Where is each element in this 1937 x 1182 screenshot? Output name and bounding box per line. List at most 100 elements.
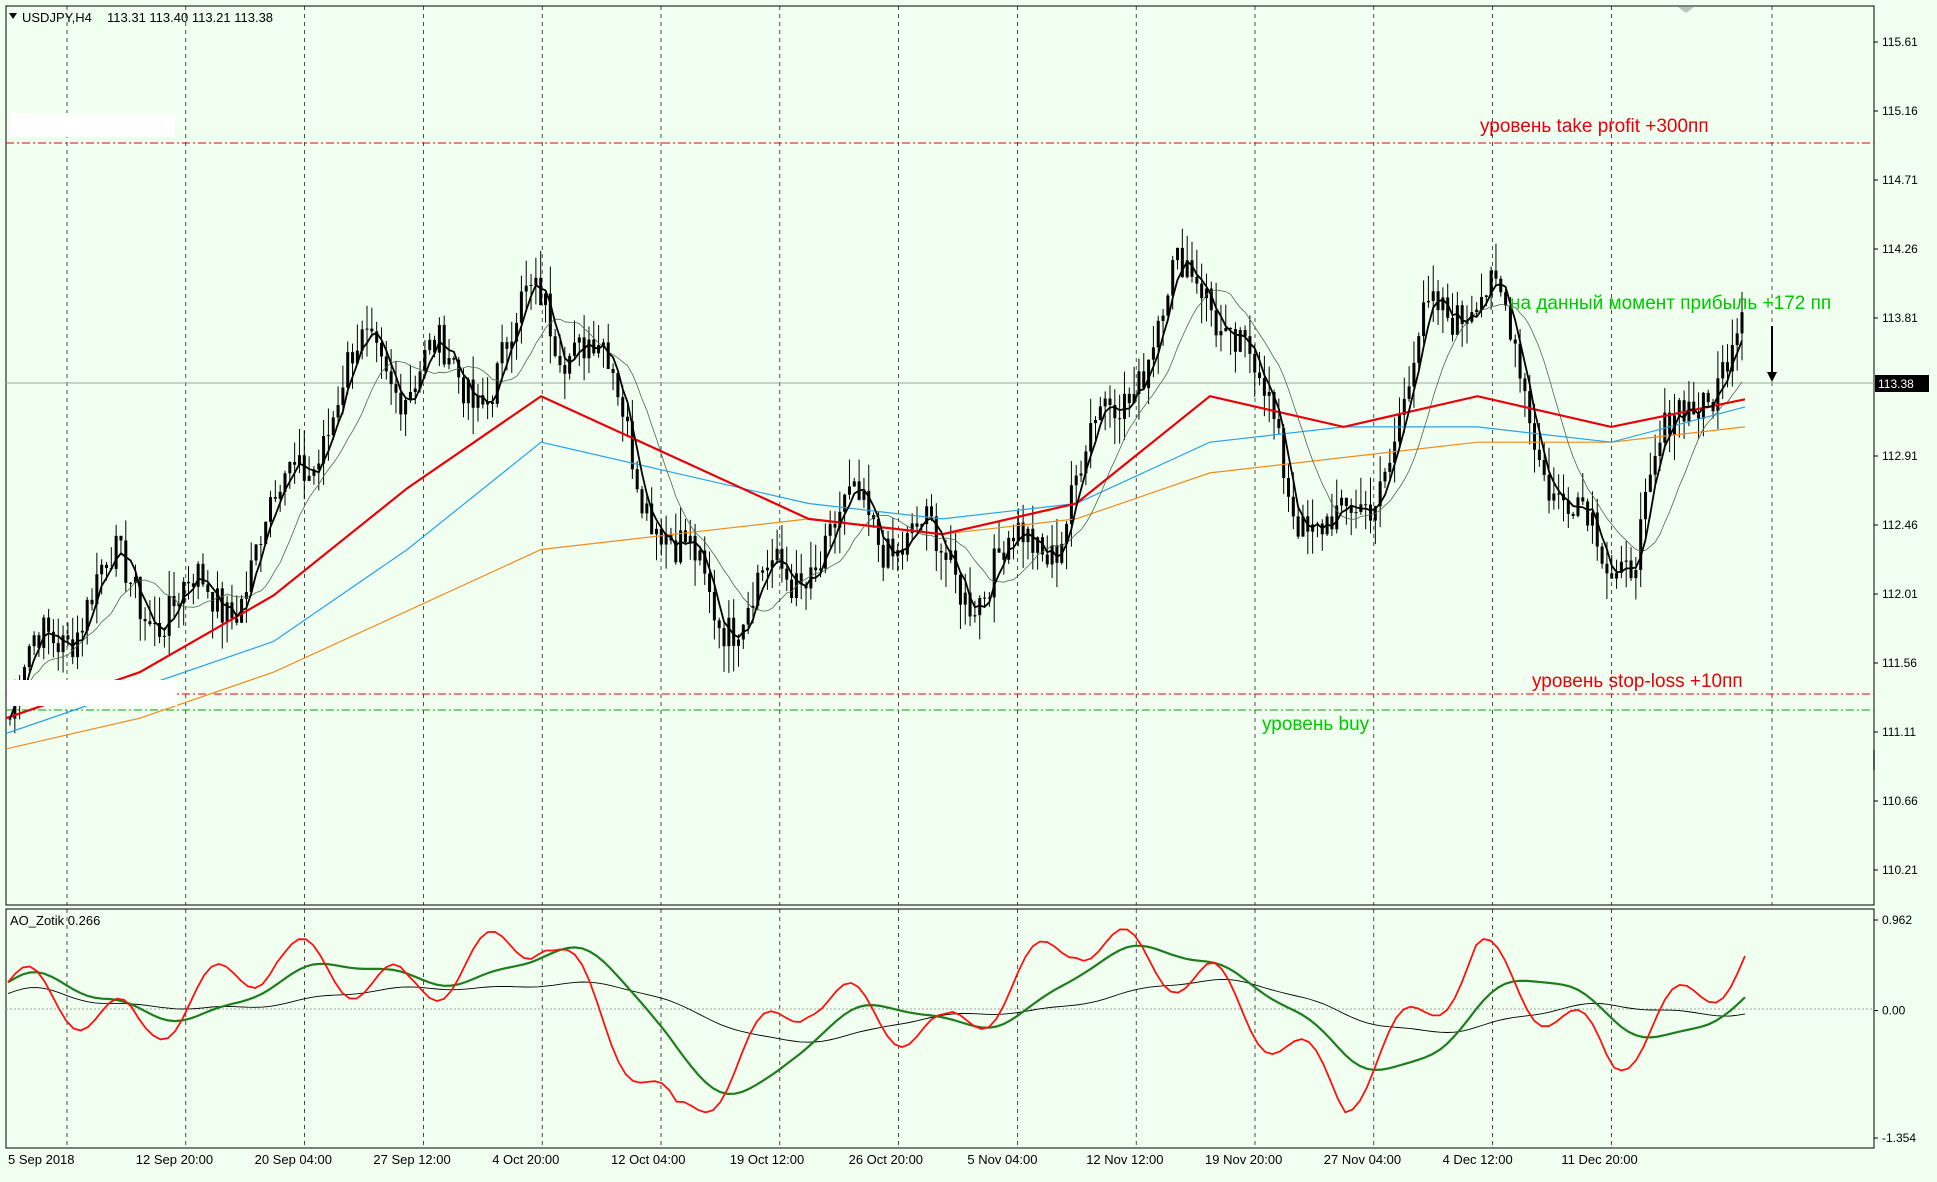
candle-body	[322, 436, 326, 464]
candle-body	[693, 535, 697, 561]
candle-body	[27, 646, 31, 668]
candle-body	[654, 528, 658, 535]
candle-body	[413, 388, 417, 393]
candle-body	[1422, 302, 1426, 337]
candle-body	[1185, 260, 1189, 278]
indicator-scroll-marker[interactable]	[1873, 750, 1875, 770]
indicator-axis[interactable]: 0.962 0.00 -1.354	[1874, 913, 1916, 1145]
candle-body	[568, 355, 572, 374]
indicator-tick-label: -1.354	[1882, 1131, 1916, 1145]
candle-body	[1089, 423, 1093, 452]
candle-body	[572, 342, 576, 356]
candle-body	[481, 395, 485, 405]
current-price-tag[interactable]	[1875, 375, 1929, 392]
candle-body	[1600, 546, 1604, 564]
candle-body	[312, 469, 316, 476]
candle-body	[1113, 405, 1117, 419]
candle-body	[1726, 362, 1730, 372]
candle-body	[708, 573, 712, 592]
candle-body	[476, 395, 480, 408]
candle-body	[1190, 260, 1194, 277]
candle-body	[558, 355, 562, 366]
candle-body	[1330, 516, 1334, 530]
candle-body	[727, 617, 731, 647]
candle-body	[799, 573, 803, 585]
candle-body	[153, 623, 157, 625]
candle-body	[95, 574, 99, 605]
candle-body	[1735, 333, 1739, 345]
candle-body	[1653, 455, 1657, 475]
candle-body	[847, 486, 851, 495]
candle-body	[1494, 270, 1498, 279]
candle-body	[1224, 328, 1228, 332]
candle-body	[85, 599, 89, 631]
candle-body	[1016, 522, 1020, 542]
candle-body	[1209, 288, 1213, 311]
candle-body	[1233, 329, 1237, 352]
candle-body	[881, 544, 885, 568]
candle-body	[100, 564, 104, 575]
candle-body	[1122, 393, 1126, 420]
candle-body	[1176, 247, 1180, 261]
candle-body	[1084, 451, 1088, 474]
candle-body	[61, 635, 65, 653]
candle-body	[177, 603, 181, 607]
candle-body	[664, 533, 668, 545]
candle-body	[1277, 419, 1281, 429]
candle-body	[1349, 506, 1353, 513]
candle-body	[418, 371, 422, 389]
candle-body	[1648, 474, 1652, 492]
candle-body	[862, 490, 866, 500]
candle-body	[1108, 398, 1112, 406]
candle-body	[288, 462, 292, 474]
candle-body	[765, 567, 769, 571]
indicator-frame	[5, 908, 1875, 1149]
ema-red-line	[5, 394, 1746, 720]
candle-body	[1721, 362, 1725, 379]
candle-body	[563, 365, 567, 374]
candle-body	[925, 506, 929, 525]
time-axis[interactable]: 5 Sep 2018 12 Sep 20:00 20 Sep 04:00 27 Sep…	[8, 1152, 1638, 1167]
candle-body	[722, 628, 726, 647]
candle-body	[843, 494, 847, 512]
candle-body	[1397, 414, 1401, 442]
symbol-menu-triangle-icon[interactable]	[9, 13, 17, 19]
indicator-tick-label: 0.962	[1882, 913, 1912, 927]
candle-body	[341, 387, 345, 405]
price-tick-label: 112.46	[1882, 518, 1918, 532]
candle-body	[302, 455, 306, 481]
candle-body	[1156, 320, 1160, 348]
candle-body	[1378, 481, 1382, 507]
candle-body	[761, 570, 765, 573]
price-tick-label: 111.56	[1882, 656, 1917, 670]
price-axis[interactable]: 115.61 115.16 114.71 114.26 113.81 112.91 112.…	[1874, 35, 1918, 877]
candle-body	[1354, 512, 1358, 514]
candle-body	[1692, 401, 1696, 415]
candle-body	[404, 399, 408, 415]
candle-body	[1460, 305, 1464, 325]
candle-body	[297, 455, 301, 465]
candle-body	[683, 530, 687, 543]
candle-body	[90, 599, 94, 605]
candle-body	[235, 618, 239, 623]
time-tick-label: 19 Nov 20:00	[1205, 1152, 1282, 1167]
candle-body	[1537, 449, 1541, 460]
shift-marker-icon[interactable]	[1678, 7, 1694, 13]
candle-body	[466, 379, 470, 404]
time-tick-label: 5 Sep 2018	[8, 1152, 75, 1167]
candle-body	[505, 342, 509, 349]
candle-body	[510, 341, 514, 349]
candle-body	[486, 402, 490, 405]
candle-body	[278, 491, 282, 499]
candle-body	[1151, 347, 1155, 360]
candle-body	[891, 538, 895, 557]
candle-body	[1094, 419, 1098, 424]
candle-body	[901, 550, 905, 555]
candle-body	[1508, 305, 1512, 340]
candle-body	[635, 469, 639, 490]
candle-body	[220, 588, 224, 623]
candle-body	[365, 328, 369, 330]
price-tick-label: 112.91	[1882, 449, 1918, 463]
